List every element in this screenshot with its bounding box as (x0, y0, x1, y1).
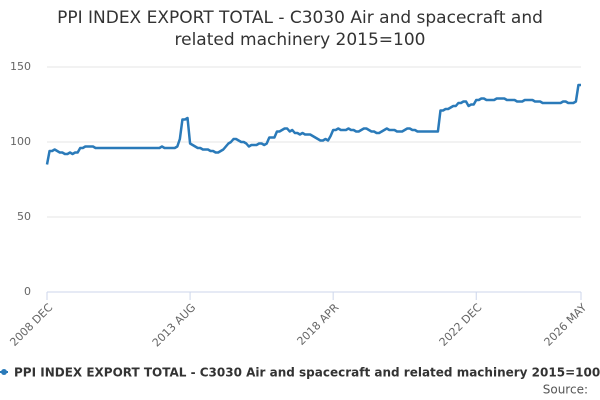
x-tick-label: 2008 DEC (7, 301, 55, 349)
title-line: PPI INDEX EXPORT TOTAL - C3030 Air and s… (57, 8, 543, 28)
legend-marker (1, 369, 7, 375)
chart-title: PPI INDEX EXPORT TOTAL - C3030 Air and s… (57, 8, 543, 50)
y-tick-label: 50 (17, 210, 31, 223)
title-line: related machinery 2015=100 (175, 30, 426, 50)
x-tick-label: 2018 APR (295, 301, 342, 348)
x-tick-label: 2013 AUG (150, 301, 199, 350)
y-tick-label: 150 (10, 60, 31, 73)
y-tick-label: 100 (10, 135, 31, 148)
data-line (45, 83, 581, 165)
y-tick-label: 0 (24, 285, 31, 298)
x-tick-label: 2022 DEC (437, 301, 485, 349)
x-tick-label: 2026 MAY (542, 301, 590, 349)
source: Source: (543, 383, 588, 397)
legend-label: PPI INDEX EXPORT TOTAL - C3030 Air and s… (14, 366, 600, 380)
